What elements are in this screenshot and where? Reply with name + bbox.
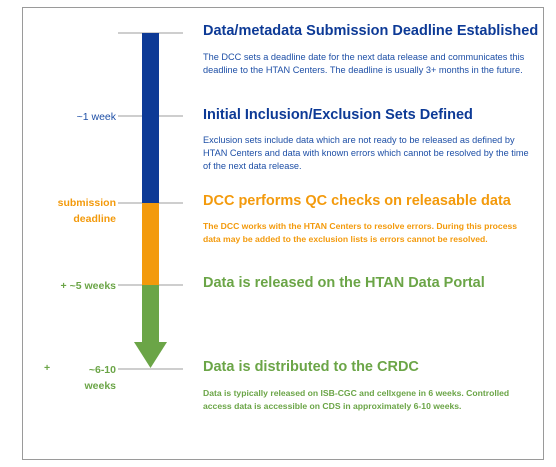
label-submission-deadline: submission deadline xyxy=(57,197,116,225)
stage-1-title: Data/metadata Submission Deadline Establ… xyxy=(203,23,539,39)
label-plus: + xyxy=(44,362,51,374)
arrow-segment-blue xyxy=(142,33,159,203)
stage-3-description: The DCC works with the HTAN Centers to r… xyxy=(203,221,518,245)
stage-3-title: DCC performs QC checks on releasable dat… xyxy=(203,193,511,209)
label-five-weeks: + ~5 weeks xyxy=(60,280,116,292)
stage-2-title: Initial Inclusion/Exclusion Sets Defined xyxy=(203,107,473,123)
label-one-week: ~1 week xyxy=(76,111,116,123)
arrow-segment-orange xyxy=(142,203,159,285)
stage-5-title: Data is distributed to the CRDC xyxy=(203,359,419,375)
label-six-ten-weeks: ~6-10 weeks xyxy=(84,364,116,392)
arrow-segment-green xyxy=(142,285,159,343)
stage-4-title: Data is released on the HTAN Data Portal xyxy=(203,275,485,291)
arrow-head xyxy=(134,342,167,368)
stage-2-description: Exclusion sets include data which are no… xyxy=(203,135,529,172)
diagram-frame xyxy=(22,7,544,460)
stage-5-description: Data is typically released on ISB-CGC an… xyxy=(203,388,510,412)
stage-1-description: The DCC sets a deadline date for the nex… xyxy=(203,52,525,76)
